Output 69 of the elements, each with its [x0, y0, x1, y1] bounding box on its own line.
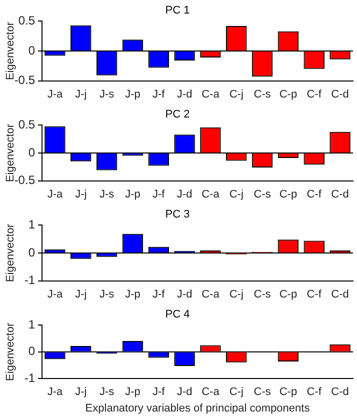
x-tick-label: C-p [279, 386, 298, 398]
x-tick-label: C-d [331, 88, 349, 100]
y-axis-title: Eigenvector [4, 224, 17, 282]
x-tick-label: J-s [99, 386, 115, 398]
x-axis-title: Explanatory variables of principal components [85, 402, 310, 414]
x-tick-label: C-s [254, 188, 272, 200]
x-tick-label: C-d [331, 386, 349, 398]
x-tick-label: J-j [75, 386, 87, 398]
x-tick-label: C-p [279, 188, 298, 200]
y-tick-label: 1 [28, 218, 36, 232]
y-tick-label: 0 [28, 145, 36, 160]
x-tick-label: C-j [229, 386, 244, 398]
x-tick-label: C-a [202, 288, 220, 300]
x-tick-label: C-j [229, 288, 244, 300]
x-tick-label: C-f [306, 188, 322, 200]
x-tick-label: J-f [152, 288, 166, 300]
x-tick-label: C-s [254, 288, 272, 300]
y-axis-title: Eigenvector [4, 322, 17, 381]
y-tick-label: -0.5 [14, 173, 36, 188]
chart-title: PC 3 [165, 208, 190, 221]
y-tick-label: 0 [28, 43, 36, 58]
x-tick-label: J-p [125, 88, 140, 100]
x-tick-label: J-j [75, 88, 87, 100]
x-tick-label: J-a [47, 386, 64, 398]
y-axis-title: Eigenvector [4, 124, 17, 182]
y-tick-label: -1 [24, 370, 36, 385]
x-tick-label: C-s [254, 88, 272, 100]
x-tick-label: C-f [306, 386, 322, 398]
x-tick-label: J-d [176, 288, 192, 300]
x-tick-label: J-f [152, 386, 166, 398]
y-tick-label: 0.5 [18, 118, 36, 132]
x-tick-label: J-d [176, 386, 192, 398]
x-tick-label: J-a [47, 288, 64, 300]
x-tick-label: J-p [125, 188, 140, 200]
y-tick-label: 0.5 [18, 14, 36, 28]
y-tick-label: 0 [28, 245, 36, 260]
x-tick-label: J-p [125, 288, 140, 300]
x-tick-label: C-p [279, 288, 298, 300]
x-tick-label: J-p [125, 386, 140, 398]
y-tick-label: -0.5 [14, 73, 36, 88]
x-tick-label: C-d [331, 288, 349, 300]
x-tick-label: C-j [229, 188, 244, 200]
x-tick-label: C-f [306, 88, 322, 100]
x-tick-label: J-f [152, 88, 166, 100]
y-tick-label: 0 [28, 344, 36, 358]
x-tick-label: J-j [75, 288, 87, 300]
x-tick-label: J-j [75, 188, 87, 200]
x-tick-label: J-s [99, 188, 115, 200]
x-tick-label: C-f [306, 288, 322, 300]
y-tick-label: 1 [28, 318, 36, 332]
x-tick-label: J-s [99, 288, 115, 300]
chart-title: PC 2 [165, 108, 190, 121]
x-tick-label: C-a [202, 88, 220, 100]
x-tick-label: C-j [229, 88, 244, 100]
x-tick-label: C-a [202, 386, 220, 398]
x-tick-label: J-a [47, 188, 64, 200]
chart-title: PC 4 [165, 308, 190, 321]
x-tick-label: J-s [99, 88, 115, 100]
x-tick-label: J-f [152, 188, 166, 200]
x-tick-label: C-a [202, 188, 220, 200]
x-tick-label: C-p [279, 88, 298, 100]
x-tick-label: C-d [331, 188, 349, 200]
x-tick-label: J-d [176, 88, 192, 100]
y-axis-title: Eigenvector [4, 22, 17, 80]
x-tick-label: J-a [47, 88, 64, 100]
x-tick-label: C-s [254, 386, 272, 398]
chart-title: PC 1 [165, 4, 190, 17]
y-tick-label: -1 [24, 273, 36, 288]
x-tick-label: J-d [176, 188, 192, 200]
